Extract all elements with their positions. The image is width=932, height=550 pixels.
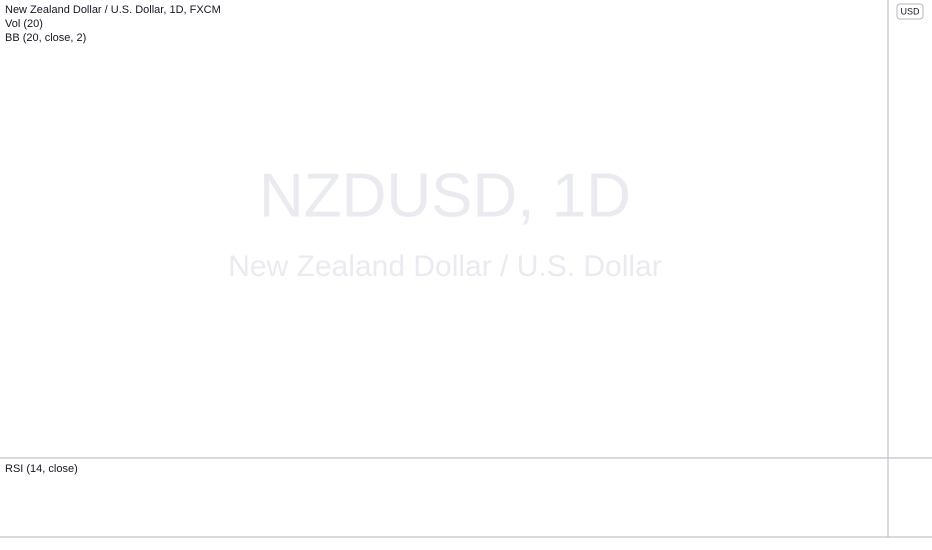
volume-label: Vol (20) — [5, 18, 43, 30]
watermark-subtitle: New Zealand Dollar / U.S. Dollar — [228, 250, 662, 283]
watermark: NZDUSD, 1D — [259, 161, 631, 230]
chart-title: New Zealand Dollar / U.S. Dollar, 1D, FX… — [5, 4, 221, 16]
currency-badge[interactable] — [896, 3, 924, 20]
price-axis — [888, 0, 932, 550]
rsi-label: RSI (14, close) — [5, 463, 78, 475]
currency[interactable]: USD — [900, 6, 920, 16]
bb-label: BB (20, close, 2) — [5, 32, 86, 44]
